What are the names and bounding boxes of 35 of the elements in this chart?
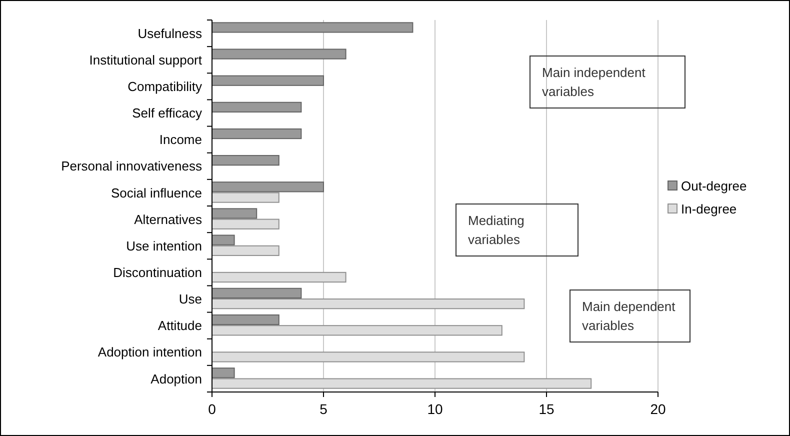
y-tick-label: Discontinuation: [113, 264, 202, 280]
bar: [212, 102, 302, 112]
bar: [212, 128, 302, 140]
note-box: Mediating variables: [456, 204, 578, 256]
note-box: Main dependent variables: [570, 290, 690, 342]
legend-label: In-degree: [681, 202, 737, 217]
y-tick-label: Alternatives: [134, 212, 202, 227]
bar: [212, 22, 414, 33]
y-tick-label: Self efficacy: [132, 106, 202, 121]
y-tick-label: Personal innovativeness: [61, 158, 202, 174]
y-tick-label: Usefulness: [138, 26, 202, 41]
x-tick-label: 10: [427, 401, 443, 417]
y-tick-label: Social influence: [110, 185, 202, 200]
annotation: Mediating variables: [468, 213, 524, 247]
bar: [212, 48, 346, 60]
y-tick-label: Compatibility: [128, 78, 202, 94]
note-box: Main independent variables: [530, 56, 686, 108]
y-tick-label: Adoption: [150, 371, 202, 386]
annotation: Main dependent variables: [582, 299, 676, 333]
bar: [212, 155, 280, 166]
annotation: Main independent variables: [542, 65, 646, 99]
x-tick-label: 15: [538, 401, 554, 417]
legend-label: Out-degree: [681, 178, 747, 194]
y-tick-label: Use: [178, 292, 202, 307]
x-tick-label: 20: [650, 401, 666, 417]
x-tick-label: 5: [320, 401, 328, 417]
bar: [212, 75, 324, 86]
y-tick-label: Attitude: [158, 318, 202, 334]
x-tick-label: 0: [208, 401, 216, 417]
bar: [212, 272, 346, 283]
y-tick-label: Income: [159, 132, 202, 148]
y-tick-label: Adoption intention: [98, 344, 202, 360]
y-tick-label: Institutional support: [89, 52, 202, 68]
bar: [212, 352, 525, 362]
y-tick-label: Use intention: [126, 238, 202, 254]
